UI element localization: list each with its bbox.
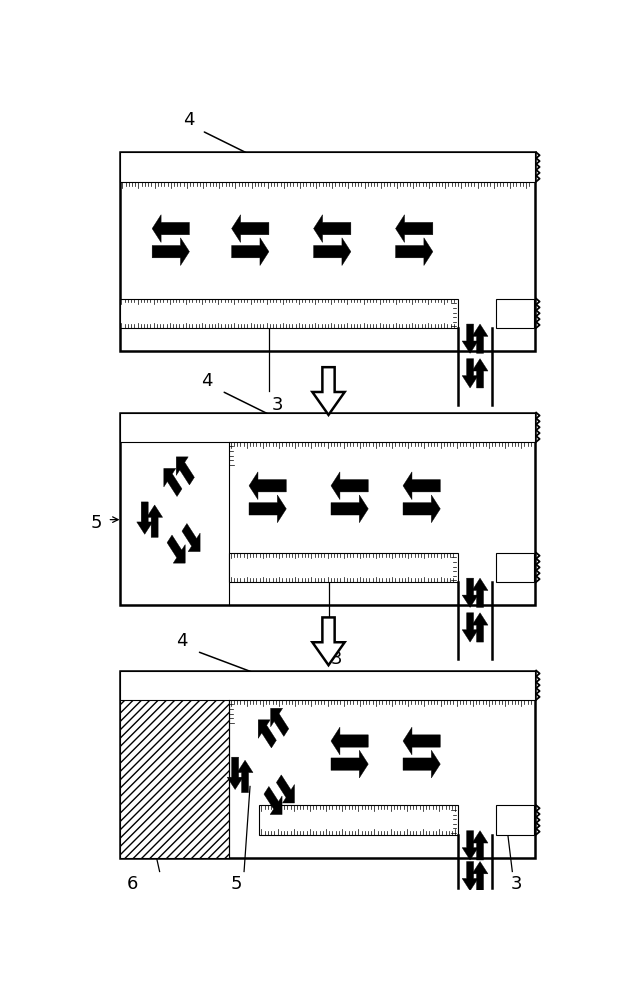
Polygon shape [395,238,433,266]
Polygon shape [258,720,276,748]
Polygon shape [403,750,440,778]
Text: 5: 5 [231,875,242,893]
Polygon shape [403,495,440,523]
Polygon shape [152,238,190,266]
Polygon shape [403,472,440,500]
Polygon shape [137,502,153,534]
Polygon shape [462,359,478,388]
Polygon shape [331,472,368,500]
Bar [120,671,535,700]
Polygon shape [472,613,488,642]
Text: 3: 3 [510,875,522,893]
Bar [120,671,535,858]
Bar [496,553,534,582]
Polygon shape [472,324,488,353]
Polygon shape [472,578,488,607]
Polygon shape [264,786,282,815]
Polygon shape [147,505,163,537]
Bar [120,671,229,858]
Polygon shape [182,524,200,552]
Text: 4: 4 [183,111,194,129]
Bar [259,805,458,835]
Polygon shape [176,457,194,485]
Text: 4: 4 [201,371,213,389]
Polygon shape [331,750,368,778]
Polygon shape [403,727,440,755]
Polygon shape [167,535,185,563]
Polygon shape [395,215,433,242]
Polygon shape [249,495,287,523]
Text: 3: 3 [271,396,283,414]
Bar [120,413,535,605]
Bar [120,299,458,328]
Polygon shape [231,238,269,266]
Polygon shape [331,495,368,523]
Polygon shape [312,367,345,415]
Bar [229,553,458,582]
Polygon shape [227,757,243,790]
Text: 4: 4 [176,632,188,650]
Polygon shape [152,215,190,242]
Polygon shape [472,862,488,891]
Text: 5: 5 [90,514,102,532]
Polygon shape [331,727,368,755]
Polygon shape [271,708,288,736]
Polygon shape [462,862,478,891]
Bar [120,152,535,182]
Polygon shape [231,215,269,242]
Polygon shape [276,775,294,803]
Polygon shape [462,831,478,860]
Polygon shape [249,472,287,500]
Polygon shape [472,359,488,388]
Bar [120,413,535,442]
Polygon shape [313,215,351,242]
Bar [120,152,535,351]
Bar [496,805,534,835]
Polygon shape [237,760,253,793]
Polygon shape [462,578,478,607]
Polygon shape [462,613,478,642]
Polygon shape [164,468,182,496]
Bar [496,299,534,328]
Text: 6: 6 [127,875,138,893]
Text: 3: 3 [331,650,342,668]
Polygon shape [462,324,478,353]
Polygon shape [472,831,488,860]
Polygon shape [312,617,345,665]
Polygon shape [313,238,351,266]
